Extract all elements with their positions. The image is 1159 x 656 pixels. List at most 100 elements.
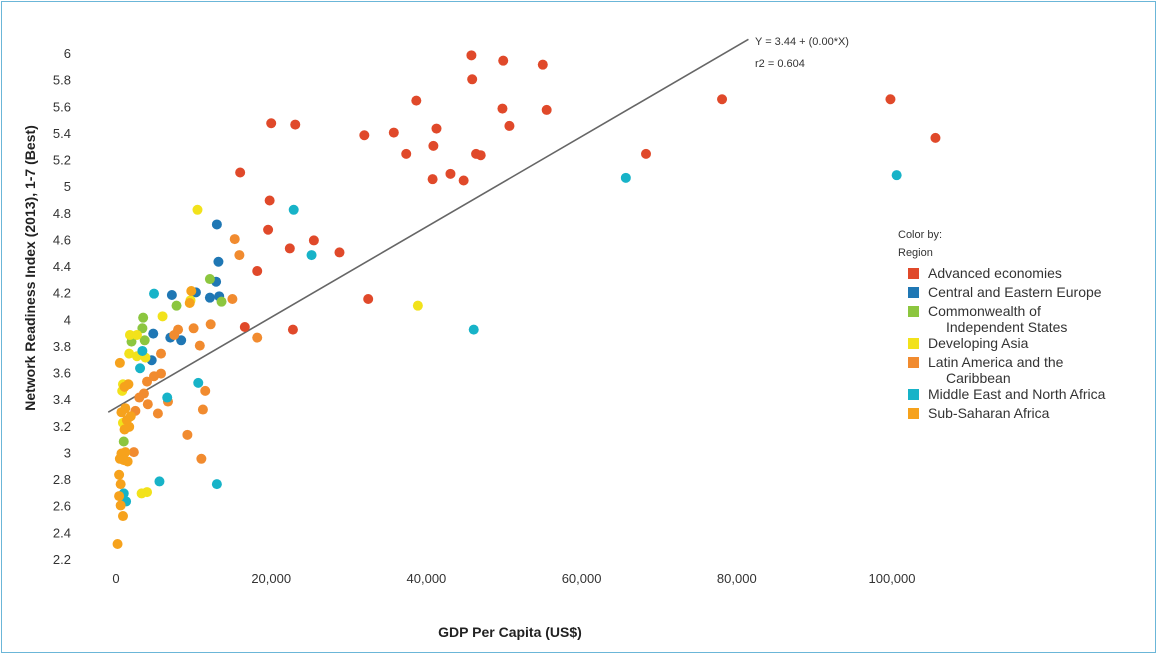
y-tick-label: 3: [64, 445, 71, 460]
data-point: [200, 385, 211, 396]
legend-swatch: [908, 408, 919, 419]
data-point: [504, 120, 515, 131]
data-point: [119, 424, 130, 435]
data-point: [266, 118, 277, 129]
data-point: [306, 250, 317, 261]
data-point: [131, 329, 142, 340]
legend-swatch: [908, 287, 919, 298]
y-tick-label: 4.4: [53, 259, 71, 274]
data-point: [152, 408, 163, 419]
data-point: [204, 274, 215, 285]
data-point: [139, 335, 150, 346]
trend-r2: r2 = 0.604: [755, 58, 805, 70]
data-point: [157, 311, 168, 322]
data-point: [171, 300, 182, 311]
y-tick-label: 2.4: [53, 525, 71, 540]
y-tick-label: 4.8: [53, 206, 71, 221]
data-point: [156, 348, 167, 359]
data-point: [134, 392, 145, 403]
legend-title-line1: Color by:: [898, 229, 942, 241]
data-points: [112, 50, 941, 550]
data-point: [182, 429, 193, 440]
data-point: [717, 94, 728, 105]
data-point: [498, 55, 509, 66]
y-tick-label: 5.4: [53, 126, 71, 141]
legend-swatch: [908, 338, 919, 349]
data-point: [264, 195, 275, 206]
data-point: [334, 247, 345, 258]
y-tick-label: 2.8: [53, 472, 71, 487]
data-point: [284, 243, 295, 254]
data-point: [537, 59, 548, 70]
data-point: [239, 321, 250, 332]
legend-label: Advanced economies: [928, 265, 1062, 281]
legend-swatch: [908, 389, 919, 400]
data-point: [205, 319, 216, 330]
data-point: [115, 479, 126, 490]
legend: Color by: Region Advanced economies Centr…: [898, 229, 1106, 421]
data-point: [475, 150, 486, 161]
data-point: [138, 312, 149, 323]
data-point: [120, 447, 131, 458]
legend-label: Developing Asia: [928, 335, 1029, 351]
data-point: [188, 323, 199, 334]
data-point: [363, 294, 374, 305]
data-point: [359, 130, 370, 141]
data-point: [287, 324, 298, 335]
legend-title-line2: Region: [898, 247, 933, 259]
data-point: [885, 94, 896, 105]
data-point: [541, 104, 552, 115]
y-tick-label: 5: [64, 179, 71, 194]
y-tick-label: 5.8: [53, 73, 71, 88]
data-point: [252, 332, 263, 343]
legend-label: Commonwealth of Independent States: [928, 303, 1067, 335]
data-point: [234, 250, 245, 261]
x-tick-label: 80,000: [717, 571, 757, 586]
data-point: [193, 377, 204, 388]
data-point: [122, 456, 133, 467]
x-axis-ticks: 0 20,000 40,000 60,000 80,000 100,000: [112, 571, 915, 586]
data-point: [211, 479, 222, 490]
data-point: [135, 363, 146, 374]
data-point: [411, 95, 422, 106]
data-point: [114, 491, 125, 502]
y-tick-label: 5.6: [53, 99, 71, 114]
x-tick-label: 60,000: [562, 571, 602, 586]
trend-equation: Y = 3.44 + (0.00*X): [755, 36, 849, 48]
data-point: [124, 348, 135, 359]
y-tick-label: 4.2: [53, 286, 71, 301]
data-point: [115, 500, 126, 511]
data-point: [197, 404, 208, 415]
data-point: [118, 436, 129, 447]
data-point: [176, 335, 187, 346]
data-point: [620, 172, 631, 183]
x-tick-label: 0: [112, 571, 119, 586]
data-point: [117, 511, 128, 522]
data-point: [114, 469, 125, 480]
data-point: [445, 168, 456, 179]
x-tick-label: 20,000: [251, 571, 291, 586]
y-tick-label: 2.6: [53, 499, 71, 514]
data-point: [192, 204, 203, 215]
data-point: [119, 381, 130, 392]
data-point: [112, 539, 123, 550]
data-point: [227, 294, 238, 305]
data-point: [388, 127, 399, 138]
data-point: [288, 204, 299, 215]
data-point: [930, 132, 941, 143]
y-tick-label: 3.2: [53, 419, 71, 434]
legend-label: Middle East and North Africa: [928, 386, 1106, 402]
y-tick-label: 4.6: [53, 232, 71, 247]
data-point: [154, 476, 165, 487]
trend-line: [107, 38, 749, 413]
data-point: [401, 148, 412, 159]
legend-swatch: [908, 268, 919, 279]
data-point: [166, 290, 177, 301]
data-point: [204, 292, 215, 303]
data-point: [124, 329, 135, 340]
legend-swatch: [908, 306, 919, 317]
data-point: [252, 266, 263, 277]
data-point: [468, 324, 479, 335]
